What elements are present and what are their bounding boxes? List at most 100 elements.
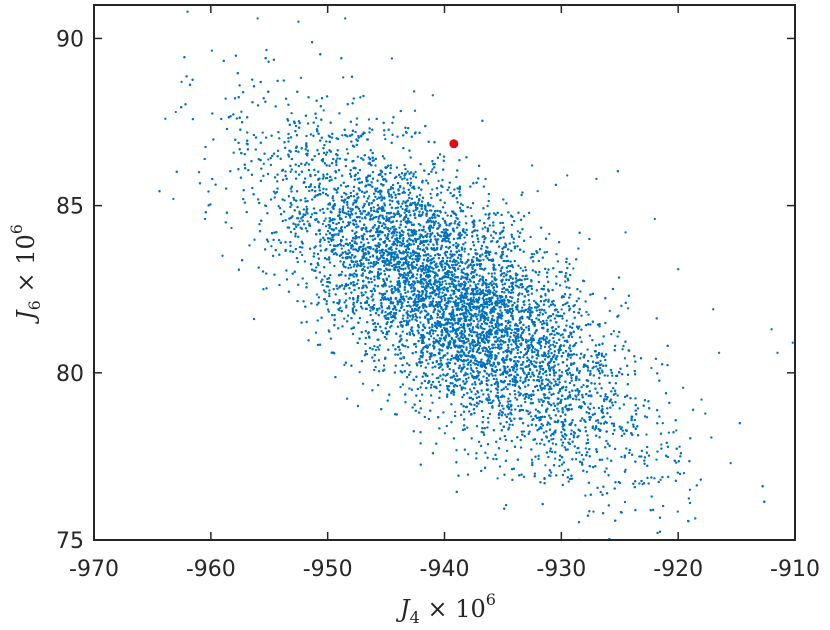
scatter-point bbox=[361, 217, 364, 220]
scatter-point bbox=[513, 327, 517, 331]
scatter-point bbox=[475, 331, 479, 334]
scatter-point bbox=[530, 341, 533, 344]
scatter-point bbox=[597, 421, 600, 424]
scatter-point bbox=[467, 376, 470, 379]
scatter-point bbox=[667, 431, 671, 434]
scatter-point bbox=[315, 116, 318, 120]
scatter-point bbox=[539, 347, 542, 350]
scatter-point bbox=[407, 193, 410, 197]
scatter-point bbox=[277, 205, 280, 208]
scatter-point bbox=[423, 269, 427, 272]
scatter-point bbox=[536, 351, 540, 355]
scatter-point bbox=[569, 356, 572, 359]
scatter-point bbox=[384, 310, 387, 314]
scatter-point bbox=[467, 453, 470, 456]
scatter-point bbox=[429, 335, 433, 338]
scatter-point bbox=[565, 319, 568, 322]
scatter-point bbox=[704, 412, 707, 415]
scatter-point bbox=[230, 226, 233, 230]
scatter-point bbox=[365, 237, 369, 241]
scatter-point bbox=[549, 434, 553, 437]
scatter-point bbox=[481, 227, 484, 230]
scatter-point bbox=[508, 392, 512, 396]
scatter-point bbox=[548, 450, 552, 453]
scatter-point bbox=[426, 232, 429, 235]
scatter-point bbox=[352, 189, 355, 193]
scatter-point bbox=[342, 205, 345, 208]
scatter-point bbox=[466, 292, 469, 295]
scatter-point bbox=[572, 267, 575, 270]
scatter-point bbox=[543, 385, 547, 388]
scatter-point bbox=[655, 458, 658, 461]
scatter-point bbox=[398, 244, 402, 247]
scatter-point bbox=[530, 415, 533, 418]
scatter-point bbox=[653, 477, 656, 480]
scatter-point bbox=[511, 291, 515, 294]
scatter-point bbox=[443, 303, 446, 307]
scatter-point bbox=[553, 457, 557, 460]
scatter-point bbox=[596, 418, 600, 422]
scatter-point bbox=[322, 175, 325, 178]
scatter-point bbox=[493, 343, 496, 346]
scatter-point bbox=[358, 370, 361, 374]
scatter-point bbox=[464, 387, 467, 390]
scatter-point bbox=[367, 156, 370, 159]
scatter-point bbox=[645, 416, 649, 419]
scatter-point bbox=[287, 136, 290, 140]
scatter-point bbox=[545, 319, 548, 322]
scatter-point bbox=[461, 203, 464, 207]
scatter-point bbox=[650, 366, 653, 370]
scatter-point bbox=[560, 308, 563, 311]
scatter-point bbox=[318, 232, 322, 236]
scatter-point bbox=[510, 328, 514, 332]
scatter-point bbox=[544, 464, 547, 467]
scatter-point bbox=[464, 215, 467, 218]
scatter-point bbox=[210, 49, 214, 52]
scatter-point bbox=[511, 265, 515, 269]
scatter-point bbox=[443, 432, 447, 435]
scatter-point bbox=[441, 291, 444, 294]
scatter-point bbox=[390, 193, 393, 197]
scatter-point bbox=[535, 442, 538, 445]
scatter-point bbox=[305, 205, 308, 208]
scatter-point bbox=[431, 168, 434, 171]
scatter-point bbox=[530, 292, 534, 295]
scatter-point bbox=[345, 397, 349, 400]
scatter-point bbox=[552, 437, 555, 441]
scatter-point bbox=[606, 457, 609, 460]
scatter-point bbox=[681, 386, 685, 389]
scatter-point bbox=[434, 329, 437, 333]
scatter-point bbox=[299, 76, 303, 80]
scatter-point bbox=[530, 458, 534, 461]
scatter-point bbox=[424, 230, 427, 234]
scatter-point bbox=[340, 247, 343, 250]
scatter-point bbox=[428, 297, 431, 300]
scatter-point bbox=[585, 470, 589, 474]
scatter-point bbox=[678, 445, 681, 448]
scatter-point bbox=[342, 244, 345, 248]
scatter-point bbox=[352, 265, 355, 268]
scatter-point bbox=[341, 220, 345, 224]
scatter-point bbox=[492, 212, 496, 215]
scatter-point bbox=[428, 357, 432, 361]
scatter-point bbox=[661, 421, 664, 425]
scatter-point bbox=[524, 266, 527, 269]
scatter-point bbox=[388, 326, 392, 329]
scatter-point bbox=[584, 494, 587, 497]
scatter-point bbox=[346, 314, 350, 317]
scatter-point bbox=[403, 177, 406, 180]
scatter-point bbox=[419, 364, 423, 368]
scatter-point bbox=[599, 359, 602, 363]
scatter-point bbox=[510, 235, 514, 239]
scatter-point bbox=[345, 148, 349, 151]
scatter-point bbox=[299, 250, 302, 254]
scatter-point bbox=[459, 202, 463, 205]
scatter-point bbox=[620, 455, 623, 459]
scatter-point bbox=[378, 344, 381, 347]
scatter-point bbox=[574, 458, 578, 461]
scatter-point bbox=[401, 202, 404, 205]
scatter-point bbox=[660, 443, 663, 446]
scatter-point bbox=[608, 309, 611, 313]
scatter-point bbox=[478, 274, 481, 277]
scatter-point bbox=[385, 337, 388, 340]
